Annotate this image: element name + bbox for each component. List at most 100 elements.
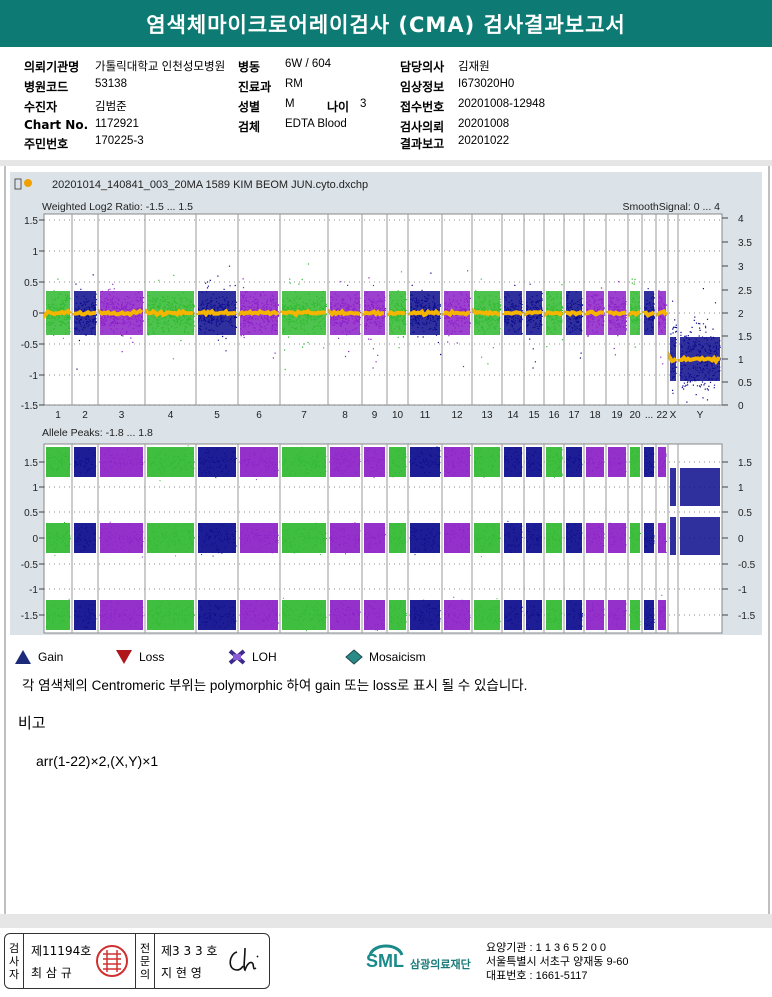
allele-points (147, 445, 195, 482)
chromosome-label: 12 (451, 410, 463, 421)
legend-mosaicism: Mosaicism (345, 649, 426, 665)
smooth-signal (408, 308, 441, 318)
smooth-signal (44, 308, 72, 320)
female-icon (24, 179, 32, 187)
allele-band (474, 447, 500, 477)
chromosome-label: 9 (372, 410, 378, 421)
smooth-signal (442, 308, 471, 318)
info-label: 병동 (238, 60, 261, 74)
chromosome-label: 14 (507, 410, 519, 421)
allele-points (658, 594, 666, 628)
org-name: 삼광의료재단 (410, 958, 471, 971)
legend-mosaicism-label: Mosaicism (369, 650, 426, 664)
allele-band (330, 523, 360, 553)
info-value: I673020H0 (458, 78, 515, 90)
allele-points (147, 524, 195, 557)
allele-points (504, 520, 523, 553)
allele-band (389, 600, 406, 630)
allele-band (658, 523, 666, 553)
chromosome-label: 18 (589, 410, 601, 421)
y-tick-label: -1 (29, 585, 38, 596)
allele-points (46, 598, 71, 627)
info-label: 검체 (238, 120, 261, 134)
chromosome-label: 3 (119, 410, 125, 421)
allele-band (680, 517, 720, 555)
chromosome-label: 6 (256, 410, 262, 421)
y2-tick-label: 1.5 (738, 458, 752, 469)
allele-points (504, 449, 523, 474)
chromosome-label: 15 (528, 410, 540, 421)
legend-gain-label: Gain (38, 650, 64, 664)
age-label: 나이 (327, 100, 350, 114)
allele-points (546, 448, 563, 478)
specialist-char: 의 (139, 967, 151, 981)
allele-points (364, 600, 385, 631)
info-label: 결과보고 (400, 137, 445, 151)
info-label: 병원코드 (24, 80, 69, 94)
allele-band (389, 523, 406, 553)
top-plot-label: Weighted Log2 Ratio: -1.5 ... 1.5 (42, 201, 193, 213)
allele-points (658, 529, 667, 553)
smooth-signal (387, 309, 407, 318)
info-label: 주민번호 (24, 137, 69, 151)
allele-band (630, 447, 640, 477)
info-label: 성별 (238, 100, 261, 114)
allele-band (586, 447, 604, 477)
smooth-signal (606, 310, 627, 317)
chromosome-label: 10 (392, 410, 404, 421)
examiner-char: 자 (8, 967, 20, 981)
sml-logo-icon (368, 944, 404, 956)
info-label: Chart No. (24, 118, 89, 132)
footer-info: 요양기관 : 1 1 3 6 5 2 0 0 서울특별시 서초구 양재동 9-6… (486, 941, 629, 983)
allele-points (389, 450, 407, 478)
chromosome-label: 16 (548, 410, 560, 421)
allele-band (474, 523, 500, 553)
allele-points (282, 522, 327, 556)
info-value: 김범준 (95, 101, 127, 113)
y2-tick-label: 1 (738, 355, 744, 366)
examiner-name: 최 삼 규 (31, 966, 72, 980)
y2-tick-label: 0.5 (738, 378, 752, 389)
chromosome-label: 2 (82, 410, 88, 421)
chromosome-label: 7 (301, 410, 307, 421)
chromosome-label: 20 (629, 410, 641, 421)
smooth-signal (72, 309, 97, 317)
allele-band (566, 523, 582, 553)
y-tick-label: 1 (32, 247, 38, 258)
chromosome-label: 11 (420, 410, 431, 421)
loh-icon (228, 649, 246, 665)
diamond-icon (345, 649, 363, 665)
allele-points (74, 526, 96, 552)
info-value: 20201008-12948 (458, 98, 545, 110)
allele-band (644, 523, 654, 553)
allele-band (389, 447, 406, 477)
allele-points (504, 605, 523, 630)
smooth-signal (145, 308, 194, 318)
allele-band (658, 600, 666, 630)
allele-points (282, 446, 327, 476)
bottom-plot-label: Allele Peaks: -1.8 ... 1.8 (42, 427, 153, 439)
allele-points (630, 451, 641, 476)
allele-band (147, 447, 194, 477)
y-tick-label: 1.5 (24, 458, 38, 469)
legend-gain: Gain (14, 649, 63, 665)
examiner-license: 제11194호 (31, 944, 92, 958)
y2-tick-label: 1.5 (738, 332, 752, 343)
allele-band (282, 523, 326, 553)
footer-line: 대표번호 : 1661-5117 (486, 970, 588, 982)
info-label: 수진자 (24, 100, 58, 114)
chromosome-label: 4 (168, 410, 174, 421)
allele-points (100, 521, 144, 558)
allele-points (330, 600, 361, 630)
chromosome-label: Y (697, 410, 704, 421)
smooth-signal (502, 310, 524, 316)
triangle-down-icon (116, 650, 132, 664)
info-value: M (285, 98, 295, 110)
y2-tick-label: 2.5 (738, 286, 752, 297)
smooth-signal (328, 308, 361, 317)
allele-band (100, 523, 143, 553)
allele-points (100, 600, 144, 630)
allele-band (364, 447, 385, 477)
allele-band (444, 523, 470, 553)
allele-band (504, 447, 522, 477)
